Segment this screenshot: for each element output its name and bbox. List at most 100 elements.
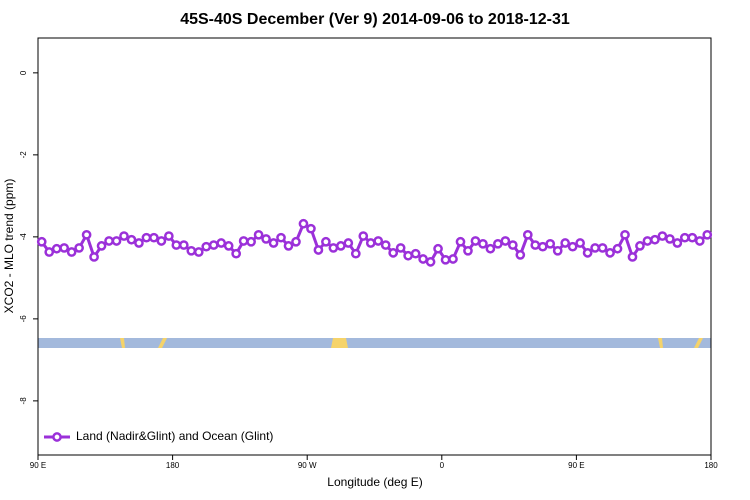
x-tick-label: 0 — [440, 461, 445, 470]
data-point — [500, 236, 511, 246]
data-point — [36, 236, 47, 247]
data-point — [455, 236, 466, 247]
data-point — [134, 238, 144, 248]
data-point — [238, 236, 249, 246]
data-point — [545, 238, 556, 249]
data-point — [470, 236, 481, 246]
data-point — [567, 241, 578, 252]
data-point — [410, 248, 421, 259]
data-point — [350, 248, 361, 259]
data-point — [373, 236, 384, 246]
data-point — [635, 241, 645, 251]
data-point — [642, 236, 653, 246]
data-point — [365, 238, 376, 248]
data-point — [665, 234, 675, 244]
data-point — [231, 248, 242, 259]
y-axis-label: XCO2 - MLO trend (ppm) — [2, 179, 16, 314]
x-tick-label: 90 E — [568, 461, 584, 470]
data-point — [306, 223, 316, 234]
chart-title: 45S-40S December (Ver 9) 2014-09-06 to 2… — [180, 11, 570, 28]
data-point — [575, 238, 585, 248]
data-point — [141, 232, 152, 243]
data-point — [171, 240, 182, 250]
data-point — [178, 240, 189, 250]
data-point — [657, 231, 668, 241]
y-tick-label: -2 — [19, 151, 28, 159]
data-point — [530, 240, 541, 250]
x-tick-label: 90 W — [298, 461, 317, 470]
data-point — [156, 236, 167, 246]
x-axis-label: Longitude (deg E) — [327, 475, 422, 489]
data-point — [119, 231, 129, 241]
legend-swatch-point — [52, 432, 62, 442]
land-patch — [331, 338, 348, 348]
land-patch — [158, 338, 167, 348]
y-tick-label: -8 — [19, 397, 28, 405]
data-point — [650, 234, 660, 245]
data-point — [253, 229, 264, 240]
land-patch — [658, 338, 663, 348]
data-point — [193, 247, 204, 257]
data-point — [208, 240, 219, 250]
plot-frame — [37, 37, 712, 456]
land-ocean-strip — [38, 338, 711, 348]
data-point — [66, 247, 77, 257]
data-point — [59, 243, 70, 253]
legend-label: Land (Nadir&Glint) and Ocean (Glint) — [76, 429, 273, 443]
data-point — [81, 229, 92, 240]
data-point — [694, 236, 705, 246]
data-point — [261, 234, 271, 244]
data-point — [515, 250, 526, 260]
data-point — [440, 254, 451, 265]
data-point — [358, 231, 369, 241]
data-point — [448, 254, 458, 264]
data-point — [89, 252, 99, 262]
data-point — [425, 257, 436, 267]
data-point — [672, 238, 683, 248]
data-point — [336, 241, 346, 251]
y-tick-label: -6 — [19, 315, 28, 323]
data-point — [96, 241, 107, 251]
land-patch — [694, 338, 703, 348]
data-point — [74, 243, 84, 253]
y-tick-label: 0 — [19, 70, 28, 75]
data-point — [283, 241, 294, 251]
data-point — [186, 245, 197, 256]
x-tick-label: 180 — [704, 461, 718, 470]
data-point — [702, 229, 713, 240]
data-point — [597, 243, 608, 253]
data-point — [522, 229, 533, 240]
data-point — [268, 238, 279, 248]
data-point — [590, 243, 600, 253]
data-point — [388, 248, 399, 258]
data-point — [51, 243, 62, 254]
ocean-band — [38, 338, 711, 348]
x-tick-label: 180 — [166, 461, 180, 470]
data-point — [201, 241, 212, 252]
data-point — [104, 236, 114, 246]
data-point — [493, 238, 503, 249]
data-point — [313, 245, 324, 255]
data-point — [276, 232, 286, 243]
data-point — [433, 243, 443, 254]
data-point — [485, 243, 496, 254]
data-point — [403, 250, 413, 261]
data-point — [111, 236, 122, 246]
data-point — [478, 238, 488, 249]
data-point — [395, 243, 406, 253]
data-point — [246, 236, 256, 247]
data-point — [291, 236, 301, 247]
data-point — [552, 245, 563, 256]
data-point — [380, 240, 391, 250]
data-point — [507, 240, 518, 250]
data-point — [216, 238, 227, 248]
data-point — [343, 238, 354, 248]
data-point — [44, 247, 55, 257]
data-point — [418, 254, 428, 264]
data-point — [463, 245, 473, 256]
data-point — [560, 238, 571, 248]
data-point — [223, 241, 234, 251]
data-point — [605, 248, 615, 258]
data-point — [164, 231, 174, 241]
data-point — [627, 252, 638, 262]
